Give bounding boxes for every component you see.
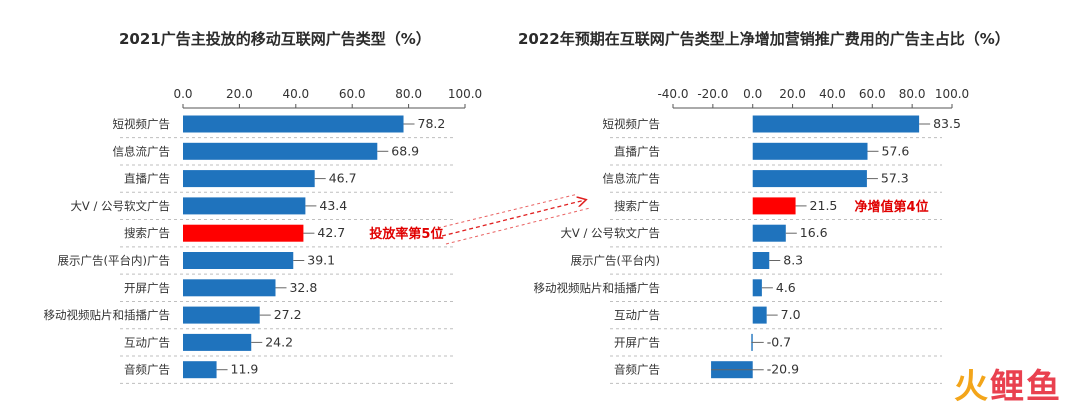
left-bar bbox=[183, 361, 217, 379]
left-bar bbox=[183, 306, 260, 324]
right-x-tick-label: -20.0 bbox=[697, 87, 728, 101]
right-category-label: 开屏广告 bbox=[614, 335, 660, 349]
left-value-label: 24.2 bbox=[265, 334, 293, 349]
right-bar bbox=[752, 170, 867, 188]
left-category-label: 大V / 公号软文广告 bbox=[70, 199, 170, 213]
left-bar bbox=[183, 252, 294, 269]
right-bar bbox=[752, 115, 920, 133]
watermark-logo: 火鲤鱼 bbox=[954, 359, 1062, 408]
left-category-label: 音频广告 bbox=[124, 363, 170, 377]
right-x-tick-label: 100.0 bbox=[935, 87, 969, 101]
left-x-tick-label: 20.0 bbox=[226, 87, 253, 101]
left-category-label: 直播广告 bbox=[124, 172, 170, 186]
right-value-label: -0.7 bbox=[767, 334, 791, 349]
left-value-label: 39.1 bbox=[307, 253, 335, 268]
right-bar bbox=[752, 142, 868, 160]
right-bar-chart: -40.0 -20.0 0.0 20.0 40.0 60.0 80.0 100.0 短视频广告 8… bbox=[534, 87, 969, 384]
right-chart-title: 2022年预期在互联网广告类型上净增加营销推广费用的广告主占比（%） bbox=[518, 30, 1010, 48]
right-category-label: 互动广告 bbox=[614, 308, 660, 322]
right-category-label: 移动视频贴片和插播广告 bbox=[534, 281, 661, 295]
left-x-tick-label: 40.0 bbox=[282, 87, 309, 101]
right-category-label: 直播广告 bbox=[614, 144, 660, 158]
right-x-tick-label: -40.0 bbox=[657, 87, 688, 101]
left-value-label: 68.9 bbox=[391, 143, 419, 158]
right-value-label: 16.6 bbox=[800, 225, 828, 240]
left-x-tick-label: 100.0 bbox=[448, 87, 482, 101]
left-category-label: 展示广告(平台内)广告 bbox=[58, 254, 170, 268]
left-value-label: 32.8 bbox=[289, 280, 317, 295]
right-value-label: 57.6 bbox=[882, 143, 910, 158]
left-bar bbox=[183, 197, 306, 215]
right-bar bbox=[752, 279, 762, 297]
left-category-label: 开屏广告 bbox=[124, 281, 170, 295]
left-category-label: 搜索广告 bbox=[124, 226, 170, 240]
left-bar bbox=[183, 170, 315, 188]
right-bar bbox=[752, 197, 796, 215]
left-category-label: 信息流广告 bbox=[113, 144, 171, 158]
left-value-label: 46.7 bbox=[329, 171, 357, 186]
right-bar bbox=[752, 224, 786, 242]
right-x-tick-label: 80.0 bbox=[899, 87, 926, 101]
right-bar bbox=[752, 252, 770, 269]
right-value-label: 83.5 bbox=[933, 116, 961, 131]
right-category-label: 音频广告 bbox=[614, 363, 660, 377]
right-value-label: 21.5 bbox=[810, 198, 838, 213]
right-category-label: 大V / 公号软文广告 bbox=[560, 226, 660, 240]
left-value-label: 11.9 bbox=[231, 362, 259, 377]
right-x-tick-label: 0.0 bbox=[743, 87, 762, 101]
left-x-tick-label: 0.0 bbox=[173, 87, 192, 101]
left-bar bbox=[183, 333, 252, 351]
left-chart-title: 2021广告主投放的移动互联网广告类型（%） bbox=[119, 30, 431, 48]
left-highlight-annotation: 投放率第5位 bbox=[369, 226, 443, 242]
right-value-label: -20.9 bbox=[767, 362, 799, 377]
right-x-tick-label: 20.0 bbox=[779, 87, 806, 101]
right-category-label: 展示广告(平台内) bbox=[571, 254, 660, 268]
left-bar bbox=[183, 115, 404, 133]
right-value-label: 57.3 bbox=[881, 171, 909, 186]
left-bar bbox=[183, 224, 304, 242]
right-value-label: 8.3 bbox=[783, 253, 803, 268]
right-x-tick-label: 40.0 bbox=[819, 87, 846, 101]
left-bar bbox=[183, 279, 276, 297]
right-highlight-annotation: 净增值第4位 bbox=[855, 199, 929, 215]
left-category-label: 移动视频贴片和插播广告 bbox=[44, 308, 171, 322]
left-bar-chart: 0.0 20.0 40.0 60.0 80.0 100.0 短视频广告 78.2 信息流广告 68… bbox=[44, 87, 482, 384]
left-value-label: 78.2 bbox=[418, 116, 446, 131]
right-x-tick-label: 60.0 bbox=[859, 87, 886, 101]
right-category-label: 短视频广告 bbox=[603, 117, 661, 131]
watermark-char: 鲤 bbox=[990, 367, 1026, 407]
left-category-label: 互动广告 bbox=[124, 335, 170, 349]
left-category-label: 短视频广告 bbox=[113, 117, 171, 131]
left-value-label: 27.2 bbox=[274, 307, 302, 322]
connector-arrow-outline bbox=[437, 193, 591, 245]
watermark-char: 火 bbox=[954, 367, 990, 407]
right-category-label: 搜索广告 bbox=[614, 199, 660, 213]
connector-arrow bbox=[441, 200, 585, 237]
left-x-tick-label: 60.0 bbox=[339, 87, 366, 101]
watermark-char: 鱼 bbox=[1026, 367, 1062, 407]
left-value-label: 42.7 bbox=[317, 225, 345, 240]
right-category-label: 信息流广告 bbox=[603, 172, 661, 186]
right-bar bbox=[752, 306, 767, 324]
right-value-label: 4.6 bbox=[776, 280, 796, 295]
right-value-label: 7.0 bbox=[781, 307, 801, 322]
left-bar bbox=[183, 142, 378, 160]
left-x-tick-label: 80.0 bbox=[395, 87, 422, 101]
left-value-label: 43.4 bbox=[319, 198, 347, 213]
